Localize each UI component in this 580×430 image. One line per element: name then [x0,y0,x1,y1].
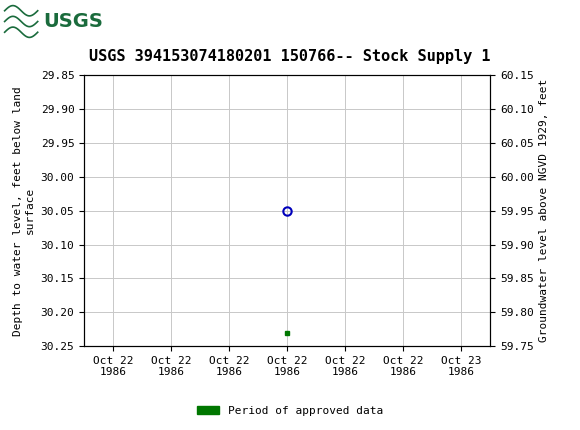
Y-axis label: Groundwater level above NGVD 1929, feet: Groundwater level above NGVD 1929, feet [539,79,549,342]
Text: USGS 394153074180201 150766-- Stock Supply 1: USGS 394153074180201 150766-- Stock Supp… [89,49,491,64]
Legend: Period of approved data: Period of approved data [193,401,387,420]
Text: USGS: USGS [44,12,103,31]
Y-axis label: Depth to water level, feet below land
surface: Depth to water level, feet below land su… [13,86,35,335]
